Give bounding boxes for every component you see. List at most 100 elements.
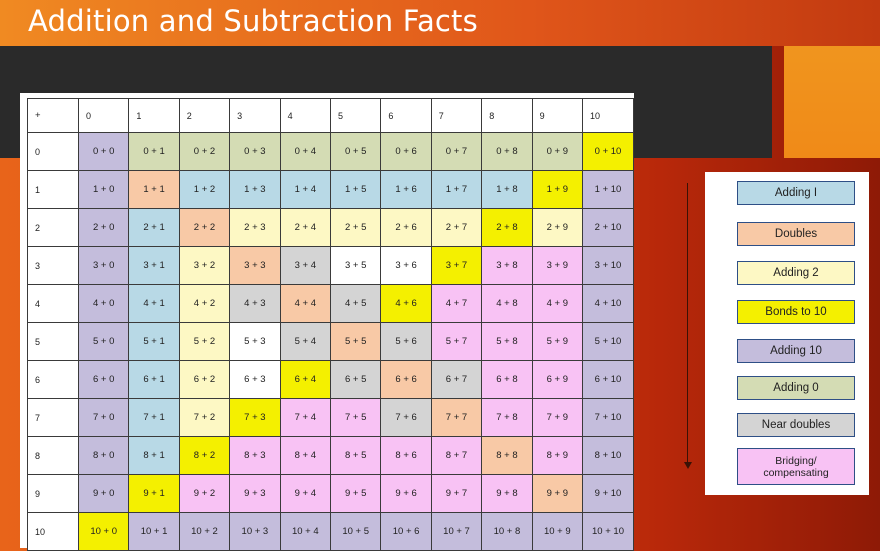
fact-cell: 1 + 1 [128, 170, 180, 209]
fact-cell: 4 + 8 [481, 284, 533, 323]
legend-item: Bridging/ compensating [737, 448, 855, 485]
fact-cell: 6 + 6 [380, 360, 432, 399]
fact-cell: 7 + 2 [178, 398, 231, 437]
fact-cell: 5 + 3 [229, 322, 281, 361]
fact-cell: 1 + 7 [430, 170, 483, 209]
fact-cell: 0 + 7 [430, 132, 483, 171]
row-header: 8 [27, 436, 79, 475]
fact-cell: 0 + 6 [380, 132, 432, 171]
fact-cell: 5 + 1 [128, 322, 180, 361]
fact-cell: 8 + 0 [77, 436, 130, 475]
fact-cell: 10 + 6 [380, 512, 432, 551]
fact-cell: 4 + 7 [430, 284, 483, 323]
fact-cell: 1 + 10 [582, 170, 634, 209]
fact-cell: 2 + 1 [128, 208, 180, 247]
table-row: 10 10 + 0 10 + 1 10 + 2 10 + 3 10 + 4 10 + 5 10… [27, 512, 634, 551]
fact-cell: 3 + 0 [77, 246, 130, 285]
strategy-legend: Adding I Doubles Adding 2 Bonds to 10 Adding… [705, 172, 869, 495]
fact-cell: 10 + 10 [582, 512, 634, 551]
fact-cell: 4 + 1 [128, 284, 180, 323]
fact-cell: 5 + 5 [329, 322, 382, 361]
row-header: 4 [27, 284, 79, 323]
fact-cell: 1 + 9 [531, 170, 584, 209]
fact-cell: 6 + 0 [77, 360, 130, 399]
row-header: 10 [27, 512, 79, 551]
column-header: 5 [329, 98, 382, 133]
legend-item: Adding 10 [737, 339, 855, 363]
fact-cell: 1 + 5 [329, 170, 382, 209]
fact-cell: 0 + 1 [128, 132, 180, 171]
fact-cell: 0 + 2 [178, 132, 231, 171]
fact-cell: 10 + 3 [229, 512, 281, 551]
fact-cell: 5 + 2 [178, 322, 231, 361]
fact-cell: 0 + 3 [229, 132, 281, 171]
column-header: 3 [229, 98, 281, 133]
fact-cell: 7 + 4 [279, 398, 331, 437]
fact-cell: 6 + 10 [582, 360, 634, 399]
row-header: 1 [27, 170, 79, 209]
fact-cell: 10 + 7 [430, 512, 483, 551]
fact-cell: 9 + 2 [178, 474, 231, 513]
fact-cell: 8 + 3 [229, 436, 281, 475]
fact-cell: 8 + 1 [128, 436, 180, 475]
fact-cell: 7 + 6 [380, 398, 432, 437]
fact-cell: 2 + 8 [481, 208, 533, 247]
fact-cell: 4 + 5 [329, 284, 382, 323]
fact-cell: 4 + 2 [178, 284, 231, 323]
column-header: 9 [531, 98, 584, 133]
legend-item: Bonds to 10 [737, 300, 855, 324]
fact-cell: 3 + 8 [481, 246, 533, 285]
fact-cell: 1 + 3 [229, 170, 281, 209]
fact-cell: 4 + 10 [582, 284, 634, 323]
fact-cell: 0 + 5 [329, 132, 382, 171]
legend-item: Near doubles [737, 413, 855, 437]
fact-cell: 3 + 1 [128, 246, 180, 285]
fact-cell: 8 + 4 [279, 436, 331, 475]
fact-cell: 6 + 7 [430, 360, 483, 399]
row-header: 0 [27, 132, 79, 171]
fact-cell: 8 + 8 [481, 436, 533, 475]
column-header: 7 [430, 98, 483, 133]
column-header: 2 [178, 98, 231, 133]
fact-cell: 4 + 9 [531, 284, 584, 323]
orange-accent-box [784, 46, 880, 158]
fact-cell: 8 + 9 [531, 436, 584, 475]
column-header: 4 [279, 98, 331, 133]
fact-cell: 0 + 10 [582, 132, 634, 171]
fact-cell: 1 + 8 [481, 170, 533, 209]
fact-cell: 2 + 4 [279, 208, 331, 247]
fact-cell: 4 + 3 [229, 284, 281, 323]
fact-cell: 6 + 1 [128, 360, 180, 399]
column-header: 0 [77, 98, 130, 133]
row-header: 7 [27, 398, 79, 437]
row-header: 2 [27, 208, 79, 247]
fact-cell: 0 + 9 [531, 132, 584, 171]
fact-cell: 8 + 5 [329, 436, 382, 475]
down-arrow-icon [683, 462, 692, 469]
fact-cell: 10 + 9 [531, 512, 584, 551]
fact-cell: 7 + 10 [582, 398, 634, 437]
fact-cell: 6 + 5 [329, 360, 382, 399]
fact-cell: 1 + 2 [178, 170, 231, 209]
fact-cell: 9 + 0 [77, 474, 130, 513]
fact-cell: 5 + 4 [279, 322, 331, 361]
fact-cell: 2 + 9 [531, 208, 584, 247]
fact-cell: 6 + 4 [279, 360, 331, 399]
row-header: 6 [27, 360, 79, 399]
fact-cell: 9 + 1 [128, 474, 180, 513]
fact-cell: 2 + 6 [380, 208, 432, 247]
fact-cell: 4 + 6 [380, 284, 432, 323]
fact-cell: 9 + 7 [430, 474, 483, 513]
row-header: 5 [27, 322, 79, 361]
fact-cell: 3 + 6 [380, 246, 432, 285]
fact-cell: 9 + 4 [279, 474, 331, 513]
fact-cell: 8 + 7 [430, 436, 483, 475]
